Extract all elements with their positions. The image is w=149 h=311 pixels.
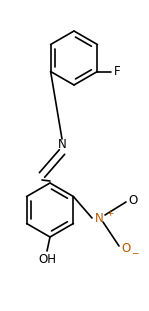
Text: O: O [128,193,137,207]
Text: −: − [131,248,139,258]
Text: N: N [95,211,103,225]
Text: +: + [106,208,114,217]
Text: N: N [58,138,66,151]
Text: O: O [121,242,130,254]
Text: OH: OH [38,253,56,266]
Text: F: F [113,65,120,78]
